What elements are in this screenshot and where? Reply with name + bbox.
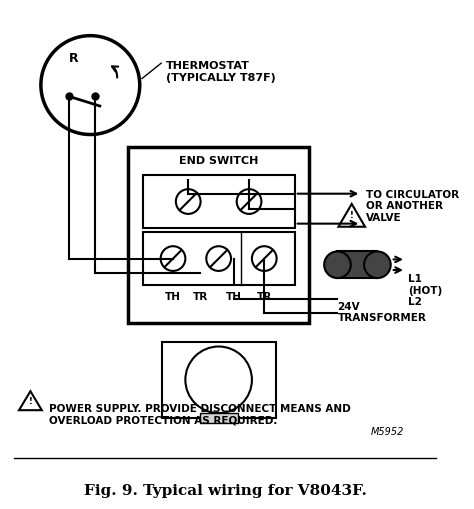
Bar bbox=[143, 176, 295, 228]
Text: TR: TR bbox=[193, 292, 208, 302]
Text: THERMOSTAT
(TYPICALLY T87F): THERMOSTAT (TYPICALLY T87F) bbox=[166, 61, 276, 83]
Circle shape bbox=[324, 251, 351, 278]
Text: TO CIRCULATOR
OR ANOTHER
VALVE: TO CIRCULATOR OR ANOTHER VALVE bbox=[366, 190, 459, 223]
Text: END SWITCH: END SWITCH bbox=[179, 156, 258, 166]
Text: R: R bbox=[68, 52, 78, 65]
Text: TH: TH bbox=[226, 292, 242, 302]
Bar bbox=[200, 413, 237, 422]
Text: TH: TH bbox=[165, 292, 181, 302]
Bar bbox=[162, 342, 276, 418]
Text: M5952: M5952 bbox=[371, 427, 404, 437]
Bar bbox=[128, 147, 309, 323]
Text: 24V
TRANSFORMER: 24V TRANSFORMER bbox=[337, 302, 426, 323]
Text: TR: TR bbox=[256, 292, 272, 302]
Text: L1
(HOT)
L2: L1 (HOT) L2 bbox=[408, 274, 442, 307]
Bar bbox=[337, 251, 377, 278]
Text: POWER SUPPLY. PROVIDE DISCONNECT MEANS AND
OVERLOAD PROTECTION AS REQUIRED.: POWER SUPPLY. PROVIDE DISCONNECT MEANS A… bbox=[49, 404, 351, 425]
Text: Fig. 9. Typical wiring for V8043F.: Fig. 9. Typical wiring for V8043F. bbox=[84, 485, 367, 498]
Text: !: ! bbox=[350, 211, 354, 220]
Text: !: ! bbox=[28, 397, 32, 406]
Bar bbox=[143, 233, 295, 285]
Circle shape bbox=[364, 251, 391, 278]
